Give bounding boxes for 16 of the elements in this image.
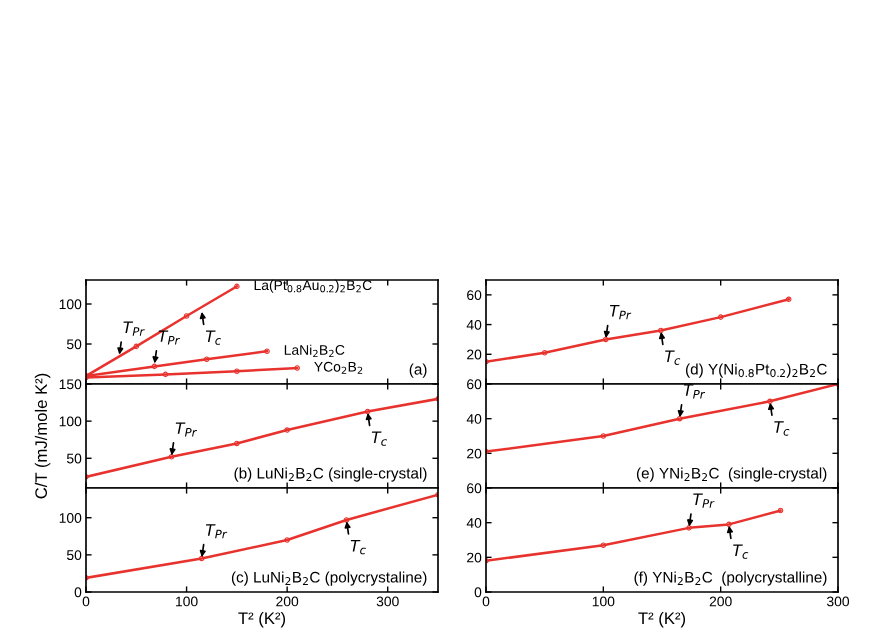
x-axis-title: T² (K²) (238, 611, 286, 628)
annotation: T$_{Pr}$ (123, 321, 145, 336)
x-axis-title: T² (K²) (638, 611, 686, 628)
annotation: T$_{Pr}$ (175, 422, 198, 437)
annotation: T$_{Pr}$ (205, 524, 228, 539)
annotation: T$_{c}$ (665, 350, 681, 365)
annotation: T$_{c}$ (205, 330, 222, 345)
annotation: T$_{c}$ (733, 544, 749, 559)
annotation: T$_{c}$ (774, 421, 790, 436)
annotation: T$_{Pr}$ (158, 330, 180, 345)
y-axis-title: C/T (mJ/mole K²) (34, 373, 51, 499)
annotation: T$_{c}$ (350, 539, 366, 555)
annotation: T$_{Pr}$ (683, 384, 706, 399)
annotation: T$_{Pr}$ (609, 305, 632, 320)
annotation: T$_{c}$ (371, 431, 387, 446)
annotation: T$_{Pr}$ (693, 493, 715, 508)
